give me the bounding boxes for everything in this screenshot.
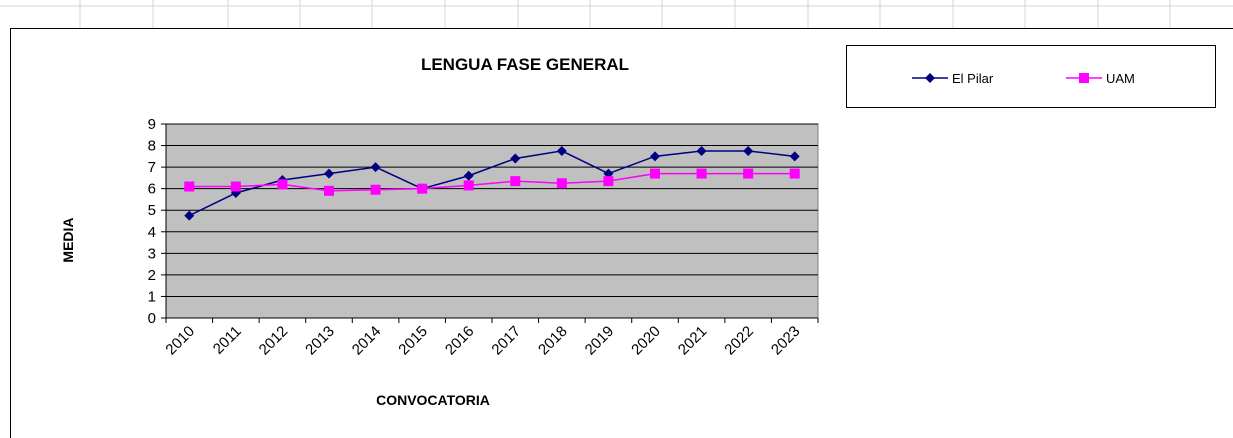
- y-tick-label: 1: [148, 288, 156, 305]
- marker: [696, 168, 707, 179]
- marker: [743, 168, 754, 179]
- marker: [277, 179, 288, 190]
- y-tick-label: 7: [148, 159, 156, 176]
- y-tick-label: 6: [148, 181, 156, 198]
- marker: [925, 73, 935, 83]
- marker: [789, 151, 800, 162]
- y-tick-label: 0: [148, 310, 156, 327]
- y-tick-label: 9: [148, 116, 156, 133]
- series-line: [189, 172, 795, 192]
- marker: [556, 145, 567, 156]
- marker: [370, 184, 381, 195]
- y-axis-label: MEDIA: [60, 217, 76, 262]
- legend: [846, 45, 1216, 108]
- marker: [696, 145, 707, 156]
- marker: [1079, 73, 1089, 83]
- marker: [743, 145, 754, 156]
- y-tick-label: 4: [148, 224, 156, 241]
- plot-area: [165, 123, 819, 319]
- marker: [789, 168, 800, 179]
- chart-title: LENGUA FASE GENERAL: [421, 55, 629, 74]
- y-tick-label: 3: [148, 245, 156, 262]
- marker: [184, 210, 195, 221]
- marker: [603, 168, 614, 179]
- y-tick-label: 2: [148, 267, 156, 284]
- marker: [324, 168, 334, 179]
- marker: [230, 181, 241, 192]
- y-tick-label: 8: [148, 138, 156, 155]
- x-axis-label: CONVOCATORIA: [376, 392, 490, 408]
- marker: [510, 176, 521, 187]
- marker: [650, 168, 660, 179]
- y-tick-label: 5: [148, 202, 156, 219]
- marker: [184, 181, 195, 192]
- marker: [370, 162, 381, 173]
- marker: [463, 170, 474, 181]
- marker: [650, 151, 660, 162]
- marker: [324, 185, 334, 196]
- sheet-grid: [0, 0, 1233, 28]
- legend-label: El Pilar: [952, 71, 994, 86]
- marker: [463, 180, 474, 191]
- marker: [417, 183, 428, 194]
- legend-label: UAM: [1106, 71, 1135, 86]
- marker: [510, 153, 521, 164]
- series-line: [188, 150, 795, 217]
- marker: [556, 178, 567, 189]
- marker: [603, 176, 614, 187]
